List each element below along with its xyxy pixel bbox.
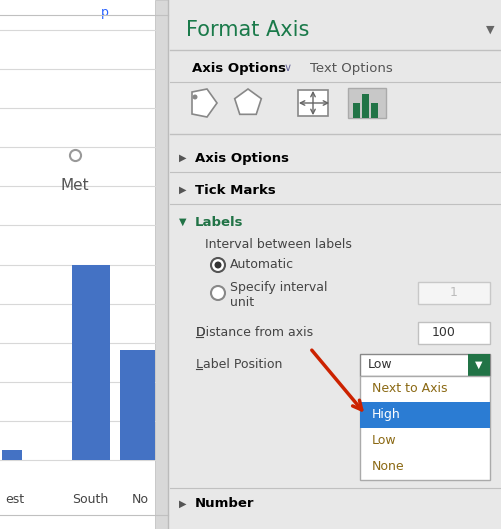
FancyBboxPatch shape [298,90,327,116]
FancyBboxPatch shape [417,282,489,304]
Text: ▼: ▼ [485,25,493,35]
Text: Interval between labels: Interval between labels [204,238,351,251]
FancyBboxPatch shape [361,94,368,118]
Circle shape [192,95,197,99]
FancyBboxPatch shape [120,350,155,460]
Text: ∨: ∨ [284,63,292,73]
Text: 1: 1 [449,287,457,299]
Text: No: No [131,494,148,506]
Text: Specify interval: Specify interval [229,281,327,295]
FancyBboxPatch shape [467,354,489,376]
Text: Axis Options: Axis Options [194,151,289,165]
Text: ▼: ▼ [179,217,186,227]
Text: est: est [6,494,25,506]
Text: High: High [371,408,400,422]
Text: Next to Axis: Next to Axis [371,382,446,396]
Text: Low: Low [371,434,396,448]
Polygon shape [356,122,374,132]
Text: 100: 100 [431,326,455,340]
FancyBboxPatch shape [347,88,385,118]
Text: unit: unit [229,296,254,308]
Text: ▶: ▶ [179,185,186,195]
Text: Text Options: Text Options [310,61,392,75]
Text: ▼: ▼ [474,360,482,370]
FancyBboxPatch shape [359,402,489,428]
Text: D: D [195,326,205,340]
Text: Distance from axis: Distance from axis [195,326,313,340]
Text: Number: Number [194,497,254,510]
FancyBboxPatch shape [72,265,110,460]
FancyBboxPatch shape [359,376,489,480]
FancyBboxPatch shape [417,322,489,344]
FancyBboxPatch shape [359,354,489,376]
Text: South: South [72,494,108,506]
FancyBboxPatch shape [2,450,22,460]
Circle shape [214,261,221,269]
Polygon shape [191,89,216,117]
Text: ▶: ▶ [179,499,186,509]
Text: Labels: Labels [194,215,243,229]
Polygon shape [234,89,261,114]
Circle shape [210,258,224,272]
FancyBboxPatch shape [0,0,168,529]
Text: None: None [371,461,404,473]
Text: Axis Options: Axis Options [191,61,286,75]
Text: Label Position: Label Position [195,359,282,371]
Text: Format Axis: Format Axis [186,20,309,40]
Text: Met: Met [61,178,89,193]
Text: Tick Marks: Tick Marks [194,184,275,196]
FancyBboxPatch shape [155,0,168,529]
Text: Automatic: Automatic [229,259,294,271]
Circle shape [210,286,224,300]
Text: Low: Low [367,359,392,371]
Text: p: p [101,6,109,19]
FancyBboxPatch shape [352,103,359,118]
Text: ▶: ▶ [179,153,186,163]
FancyBboxPatch shape [370,103,377,118]
